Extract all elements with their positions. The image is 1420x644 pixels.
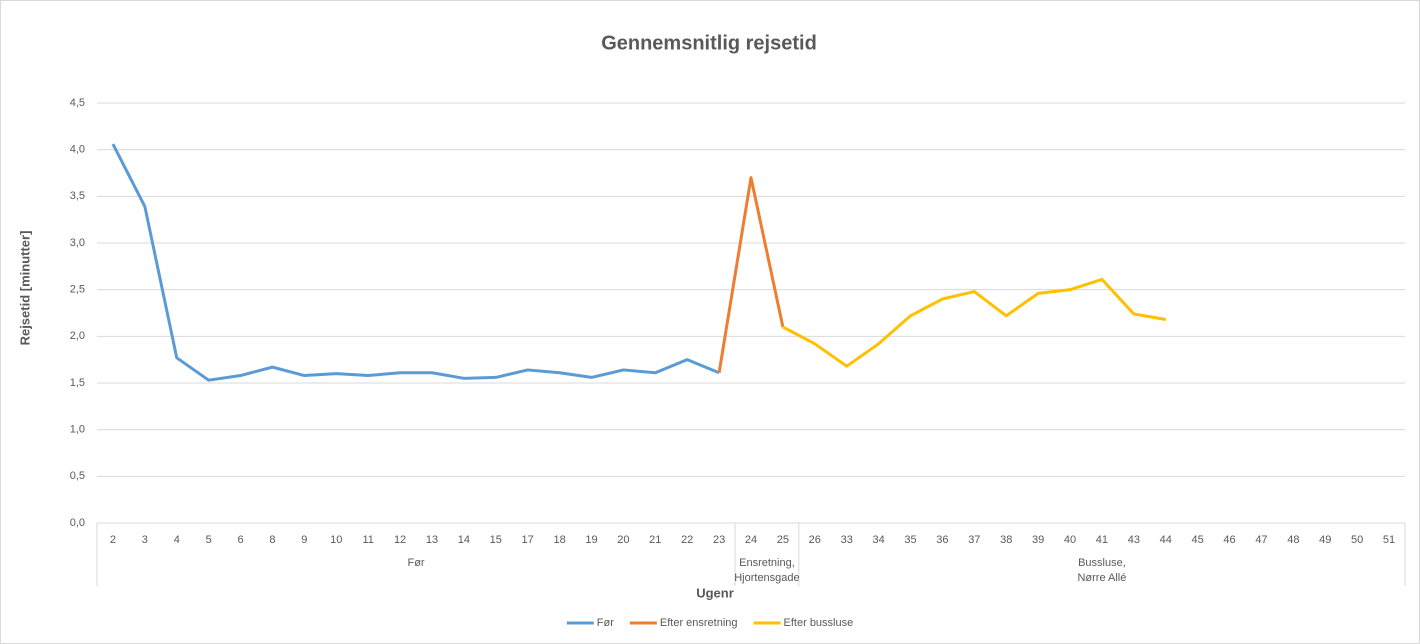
x-tick-label: 37 [968, 534, 980, 546]
x-axis-label: Ugenr [696, 585, 734, 600]
x-tick-label: 5 [206, 534, 212, 546]
group-label: Bussluse, [1078, 557, 1126, 569]
x-tick-label: 20 [617, 534, 629, 546]
x-tick-label: 39 [1032, 534, 1044, 546]
x-tick-label: 50 [1351, 534, 1363, 546]
x-tick-label: 36 [936, 534, 948, 546]
y-tick-label: 0,5 [70, 470, 85, 482]
x-tick-label: 15 [490, 534, 502, 546]
x-tick-label: 13 [426, 534, 438, 546]
x-tick-label: 26 [809, 534, 821, 546]
legend-label: Efter bussluse [784, 617, 854, 629]
x-tick-label: 44 [1160, 534, 1172, 546]
x-tick-label: 45 [1192, 534, 1204, 546]
y-tick-label: 0,0 [70, 517, 85, 529]
y-tick-label: 4,0 [70, 144, 85, 156]
x-tick-label: 23 [713, 534, 725, 546]
x-tick-label: 2 [110, 534, 116, 546]
group-label: Ensretning, [739, 557, 795, 569]
y-tick-label: 1,0 [70, 424, 85, 436]
x-tick-label: 51 [1383, 534, 1395, 546]
y-tick-label: 2,5 [70, 284, 85, 296]
x-tick-label: 48 [1287, 534, 1299, 546]
x-tick-label: 43 [1128, 534, 1140, 546]
group-label: Nørre Allé [1077, 572, 1126, 584]
series-line [111, 143, 720, 382]
x-tick-label: 8 [269, 534, 275, 546]
y-tick-label: 3,0 [70, 237, 85, 249]
x-tick-label: 10 [330, 534, 342, 546]
x-tick-label: 25 [777, 534, 789, 546]
x-tick-label: 18 [553, 534, 565, 546]
x-tick-label: 14 [458, 534, 470, 546]
group-label: Før [407, 557, 424, 569]
x-tick-label: 3 [142, 534, 148, 546]
x-tick-label: 21 [649, 534, 661, 546]
x-tick-label: 49 [1319, 534, 1331, 546]
x-tick-label: 24 [745, 534, 757, 546]
group-label: Hjortensgade [734, 572, 799, 584]
x-tick-label: 34 [872, 534, 884, 546]
x-tick-label: 9 [301, 534, 307, 546]
y-tick-label: 2,0 [70, 330, 85, 342]
y-tick-label: 1,5 [70, 377, 85, 389]
x-tick-label: 12 [394, 534, 406, 546]
y-axis-label: Rejsetid [minutter] [17, 231, 32, 346]
x-tick-label: 38 [1000, 534, 1012, 546]
chart-title: Gennemsnitlig rejsetid [601, 32, 817, 54]
x-tick-label: 47 [1255, 534, 1267, 546]
x-tick-label: 22 [681, 534, 693, 546]
y-tick-label: 3,5 [70, 190, 85, 202]
x-tick-label: 19 [585, 534, 597, 546]
legend-label: Før [597, 617, 614, 629]
x-tick-label: 46 [1223, 534, 1235, 546]
series-line [717, 176, 785, 373]
x-tick-label: 35 [904, 534, 916, 546]
series-line [782, 277, 1166, 368]
x-tick-label: 17 [522, 534, 534, 546]
x-tick-label: 41 [1096, 534, 1108, 546]
x-tick-label: 40 [1064, 534, 1076, 546]
legend-label: Efter ensretning [660, 617, 738, 629]
x-tick-label: 11 [362, 534, 373, 546]
x-tick-label: 33 [841, 534, 853, 546]
x-tick-label: 6 [237, 534, 243, 546]
y-tick-label: 4,5 [70, 97, 85, 109]
x-tick-label: 4 [174, 534, 180, 546]
